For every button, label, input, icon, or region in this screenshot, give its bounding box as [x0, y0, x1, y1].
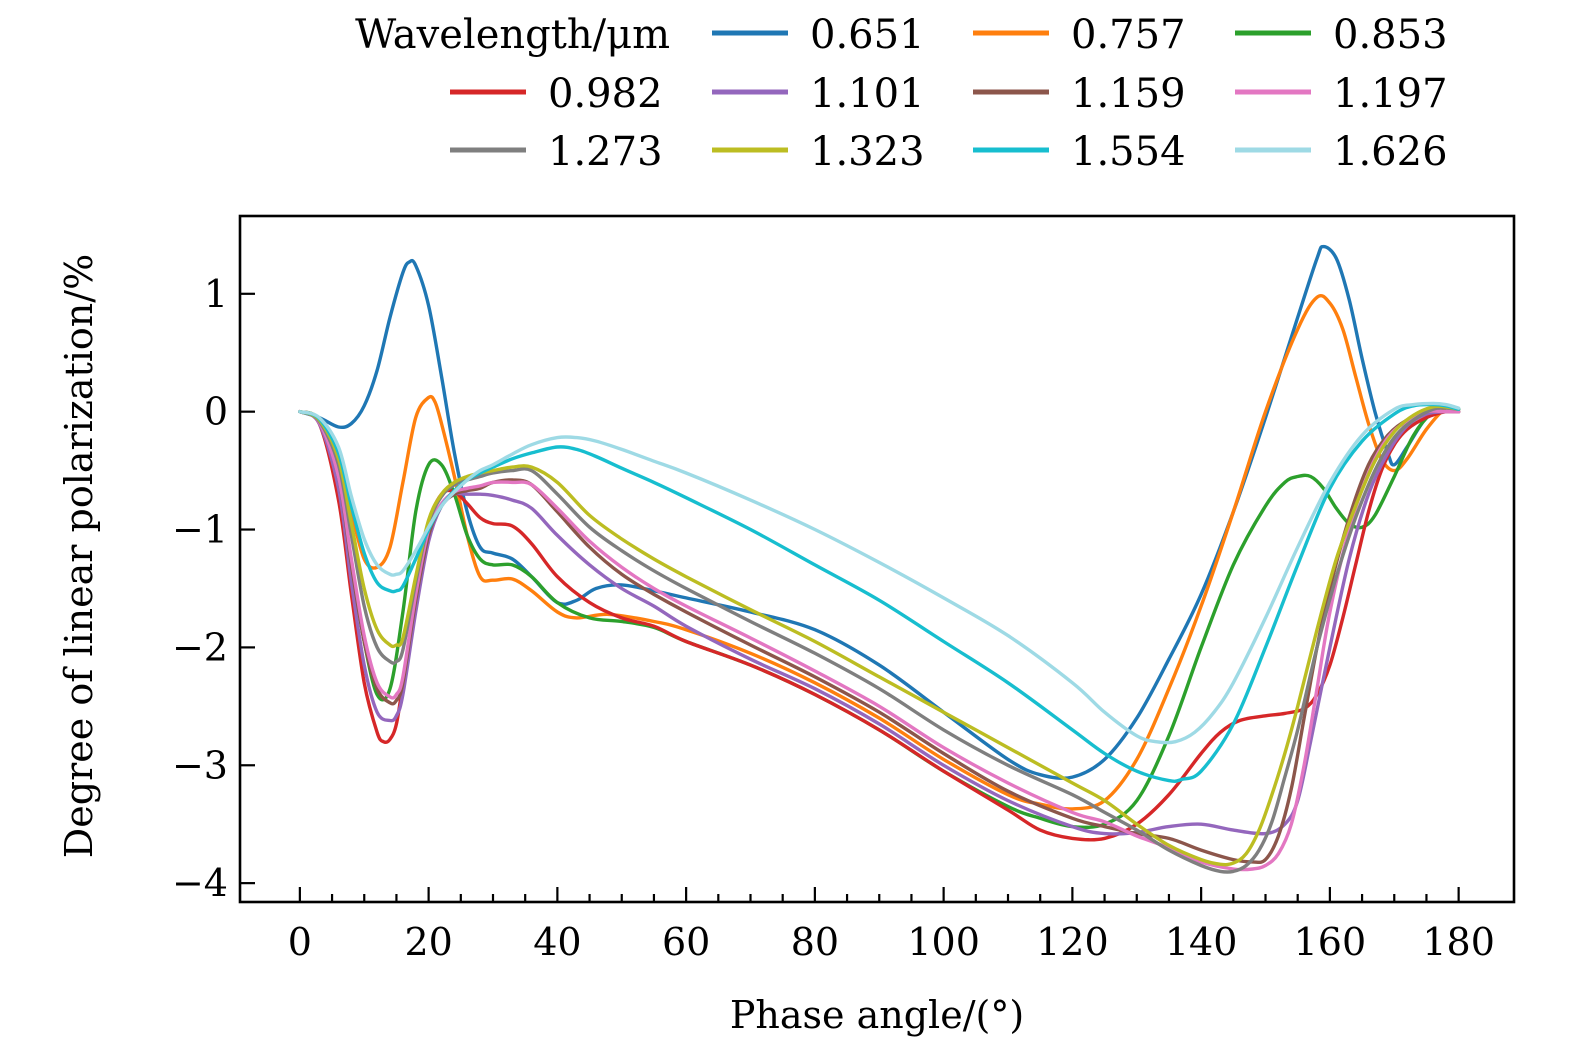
x-tick-label: 20 — [404, 920, 452, 964]
series-line-0-651 — [298, 244, 1461, 780]
y-tick-label: −3 — [172, 743, 228, 787]
legend-label: 1.159 — [1071, 71, 1186, 117]
x-tick-label: 140 — [1165, 920, 1238, 964]
legend-item: 1.159 — [973, 71, 1186, 117]
x-tick-label: 160 — [1294, 920, 1367, 964]
legend-item: 0.982 — [450, 71, 663, 117]
legend-item: 1.273 — [450, 129, 663, 175]
series-line-0-853 — [298, 405, 1461, 830]
plot-area: 0 20 40 60 80 100 120 140 160 180 1 0 −1 −2 −3 −4 — [172, 214, 1516, 964]
legend-label: 0.651 — [810, 12, 925, 58]
x-tick-label: 100 — [907, 920, 980, 964]
y-axis-label: Degree of linear polarization/% — [57, 254, 101, 858]
legend-label: 1.273 — [548, 129, 663, 175]
series-line-1-323 — [298, 404, 1461, 867]
legend-label: 0.982 — [548, 71, 663, 117]
legend-item: 1.197 — [1235, 71, 1448, 117]
legend-label: 1.554 — [1071, 129, 1186, 175]
x-tick-label: 60 — [662, 920, 710, 964]
x-tick-label: 0 — [288, 920, 312, 964]
y-tick-label: 0 — [204, 390, 228, 434]
series-line-0-982 — [298, 409, 1461, 842]
legend-label: 1.197 — [1333, 71, 1448, 117]
legend-label: 1.101 — [810, 71, 925, 117]
y-tick-label: −2 — [172, 625, 228, 669]
series-layer — [298, 244, 1461, 874]
legend: Wavelength/μm 0.651 0.757 0.853 0.982 1.101 1… — [355, 12, 1447, 175]
series-line-1-273 — [298, 406, 1461, 874]
legend-label: 1.626 — [1333, 129, 1448, 175]
legend-item: 1.626 — [1235, 129, 1448, 175]
y-tick-label: 1 — [204, 272, 228, 316]
x-tick-label: 80 — [791, 920, 839, 964]
legend-item: 0.757 — [973, 12, 1186, 58]
series-line-1-554 — [298, 402, 1461, 783]
legend-item: 1.323 — [712, 129, 925, 175]
y-axis: 1 0 −1 −2 −3 −4 — [172, 272, 255, 905]
legend-item: 0.853 — [1235, 12, 1448, 58]
legend-item: 1.101 — [712, 71, 925, 117]
legend-item: 0.651 — [712, 12, 925, 58]
legend-title: Wavelength/μm — [355, 12, 670, 58]
x-tick-label: 40 — [533, 920, 581, 964]
series-line-1-101 — [298, 409, 1461, 836]
series-line-1-626 — [298, 401, 1461, 745]
legend-item: 1.554 — [973, 129, 1186, 175]
y-tick-label: −4 — [172, 861, 228, 905]
legend-label: 1.323 — [810, 129, 925, 175]
legend-label: 0.853 — [1333, 12, 1448, 58]
series-line-1-197 — [298, 409, 1461, 872]
axes-frame — [238, 214, 1516, 904]
x-axis: 0 20 40 60 80 100 120 140 160 180 — [288, 887, 1495, 964]
legend-label: 0.757 — [1071, 12, 1186, 58]
x-tick-label: 120 — [1036, 920, 1109, 964]
x-tick-label: 180 — [1422, 920, 1495, 964]
x-axis-label: Phase angle/(°) — [730, 993, 1024, 1037]
series-line-0-757 — [298, 293, 1461, 811]
y-tick-label: −1 — [172, 508, 228, 552]
